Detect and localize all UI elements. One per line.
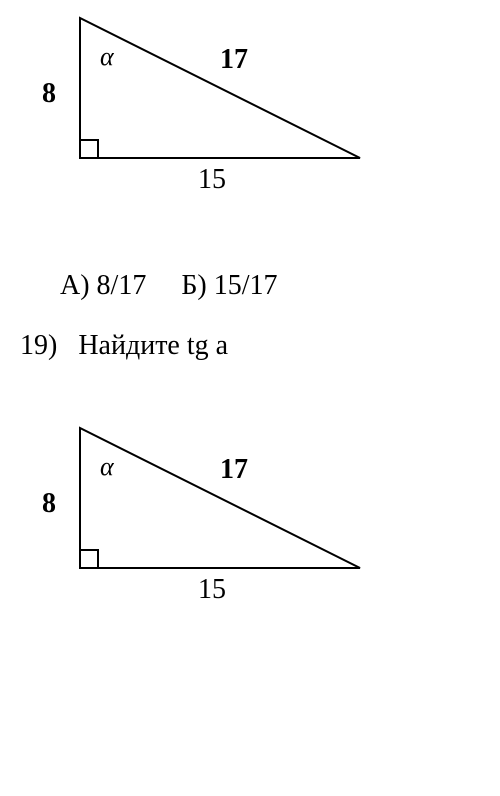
question-number: 19) bbox=[20, 330, 57, 361]
right-angle-marker-1 bbox=[80, 140, 98, 158]
hypotenuse-label-2: 17 bbox=[220, 454, 248, 486]
alpha-label-1: α bbox=[100, 42, 114, 72]
option-a-value: 8/17 bbox=[97, 270, 147, 301]
horizontal-side-label-2: 15 bbox=[198, 574, 226, 606]
triangle-figure-1: α 17 8 15 bbox=[20, 8, 380, 198]
triangle-figure-2: α 17 8 15 bbox=[20, 418, 380, 608]
horizontal-side-label-1: 15 bbox=[198, 164, 226, 196]
option-b-value: 15/17 bbox=[214, 270, 278, 301]
option-a-label: А) bbox=[60, 270, 90, 301]
question-body: Найдите tg a bbox=[78, 330, 228, 361]
question-text: 19) Найдите tg a bbox=[0, 330, 500, 362]
triangle-1-container: α 17 8 15 bbox=[20, 8, 380, 198]
alpha-label-2: α bbox=[100, 452, 114, 482]
answer-options-text: А) 8/17 Б) 15/17 bbox=[0, 270, 500, 302]
question-row: 19) Найдите tg a bbox=[0, 316, 500, 362]
answer-options-row: А) 8/17 Б) 15/17 bbox=[0, 270, 500, 302]
right-angle-marker-2 bbox=[80, 550, 98, 568]
hypotenuse-label-1: 17 bbox=[220, 44, 248, 76]
triangle-1-shape bbox=[80, 18, 360, 158]
triangle-2-shape bbox=[80, 428, 360, 568]
vertical-side-label-2: 8 bbox=[42, 488, 56, 520]
triangle-2-container: α 17 8 15 bbox=[20, 418, 380, 608]
option-b-label: Б) bbox=[181, 270, 206, 301]
vertical-side-label-1: 8 bbox=[42, 78, 56, 110]
